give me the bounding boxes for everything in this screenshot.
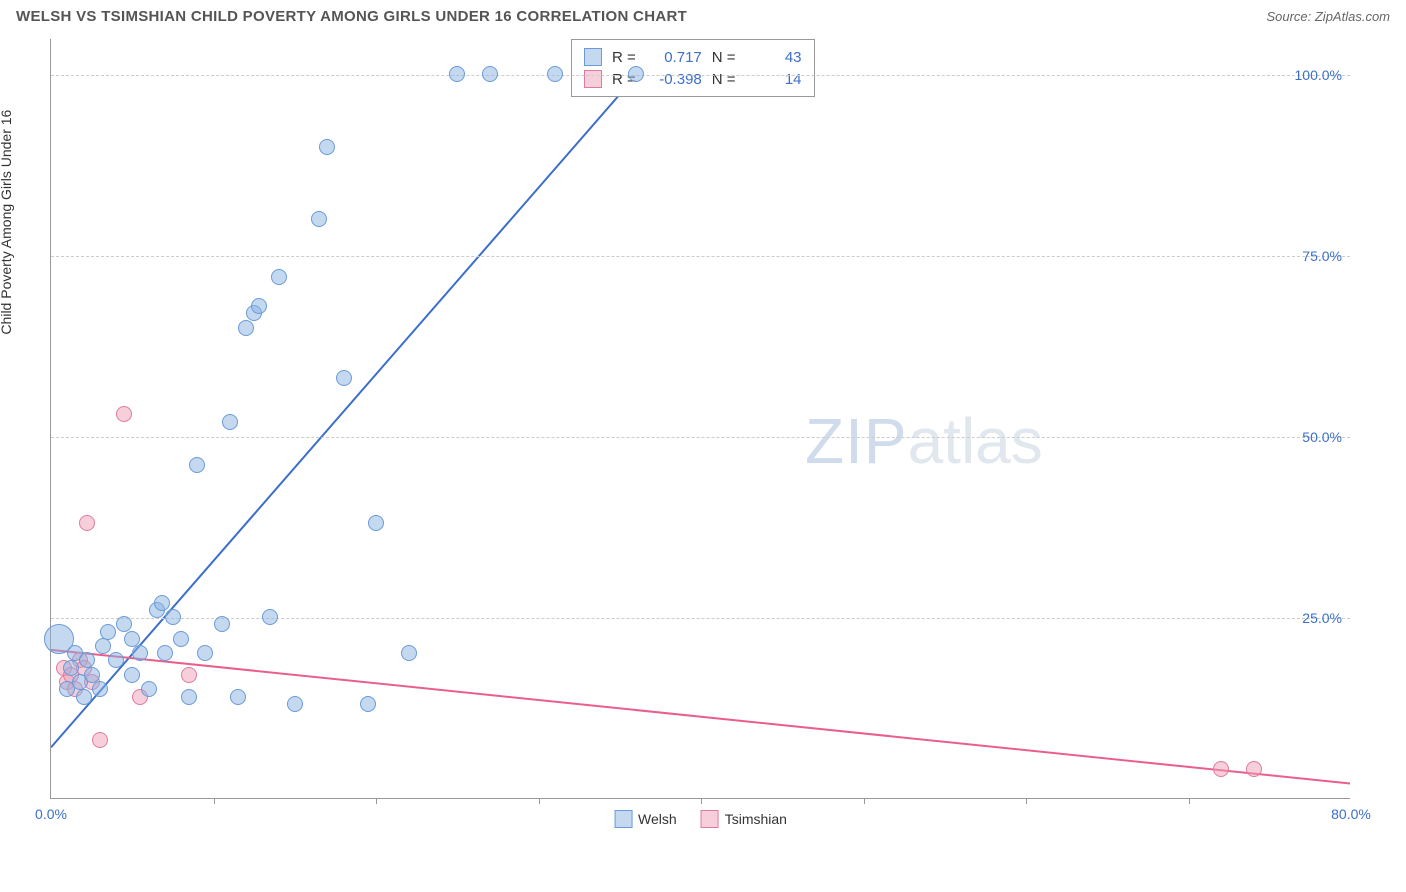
- data-point: [84, 667, 100, 683]
- data-point: [287, 696, 303, 712]
- legend-label-welsh: Welsh: [638, 811, 677, 827]
- swatch-tsimshian: [584, 70, 602, 88]
- trend-lines: [51, 39, 1350, 798]
- data-point: [547, 66, 563, 82]
- watermark-atlas: atlas: [908, 405, 1043, 477]
- stat-r-tsimshian: -0.398: [646, 71, 702, 88]
- data-point: [319, 139, 335, 155]
- data-point: [108, 652, 124, 668]
- gridline: [51, 437, 1350, 438]
- data-point: [181, 667, 197, 683]
- data-point: [271, 269, 287, 285]
- data-point: [100, 624, 116, 640]
- y-tick-label: 50.0%: [1302, 429, 1342, 445]
- stats-row-tsimshian: R = -0.398 N = 14: [584, 68, 802, 90]
- stat-n-tsimshian: 14: [746, 71, 802, 88]
- data-point: [197, 645, 213, 661]
- x-minor-tick: [214, 798, 215, 804]
- x-minor-tick: [864, 798, 865, 804]
- data-point: [449, 66, 465, 82]
- data-point: [116, 406, 132, 422]
- plot-area: ZIPatlas R = 0.717 N = 43 R = -0.398 N =…: [50, 39, 1350, 799]
- x-minor-tick: [376, 798, 377, 804]
- stat-n-label: N =: [712, 71, 736, 88]
- watermark: ZIPatlas: [805, 404, 1043, 478]
- x-tick-label: 80.0%: [1331, 806, 1371, 822]
- legend-item-tsimshian: Tsimshian: [701, 810, 787, 828]
- data-point: [116, 616, 132, 632]
- watermark-zip: ZIP: [805, 405, 908, 477]
- x-minor-tick: [701, 798, 702, 804]
- data-point: [132, 645, 148, 661]
- chart-title: WELSH VS TSIMSHIAN CHILD POVERTY AMONG G…: [16, 8, 687, 25]
- legend-swatch-tsimshian: [701, 810, 719, 828]
- data-point: [124, 667, 140, 683]
- data-point: [76, 689, 92, 705]
- x-minor-tick: [1189, 798, 1190, 804]
- data-point: [336, 370, 352, 386]
- data-point: [311, 211, 327, 227]
- stats-row-welsh: R = 0.717 N = 43: [584, 46, 802, 68]
- legend-item-welsh: Welsh: [614, 810, 677, 828]
- legend-label-tsimshian: Tsimshian: [725, 811, 787, 827]
- data-point: [251, 298, 267, 314]
- data-point: [401, 645, 417, 661]
- legend-swatch-welsh: [614, 810, 632, 828]
- data-point: [124, 631, 140, 647]
- y-tick-label: 100.0%: [1295, 67, 1342, 83]
- data-point: [1246, 761, 1262, 777]
- data-point: [154, 595, 170, 611]
- legend: Welsh Tsimshian: [614, 810, 787, 828]
- data-point: [173, 631, 189, 647]
- data-point: [262, 609, 278, 625]
- y-axis-label: Child Poverty Among Girls Under 16: [0, 110, 14, 335]
- data-point: [1213, 761, 1229, 777]
- y-tick-label: 25.0%: [1302, 610, 1342, 626]
- data-point: [628, 66, 644, 82]
- data-point: [165, 609, 181, 625]
- chart-container: Child Poverty Among Girls Under 16 ZIPat…: [0, 29, 1406, 849]
- stat-n-welsh: 43: [746, 49, 802, 66]
- x-minor-tick: [1026, 798, 1027, 804]
- gridline: [51, 75, 1350, 76]
- chart-header: WELSH VS TSIMSHIAN CHILD POVERTY AMONG G…: [0, 0, 1406, 29]
- swatch-welsh: [584, 48, 602, 66]
- stat-r-label: R =: [612, 49, 636, 66]
- data-point: [95, 638, 111, 654]
- stat-n-label: N =: [712, 49, 736, 66]
- data-point: [482, 66, 498, 82]
- data-point: [92, 681, 108, 697]
- data-point: [368, 515, 384, 531]
- data-point: [189, 457, 205, 473]
- data-point: [181, 689, 197, 705]
- stats-box: R = 0.717 N = 43 R = -0.398 N = 14: [571, 39, 815, 97]
- gridline: [51, 618, 1350, 619]
- data-point: [222, 414, 238, 430]
- data-point: [214, 616, 230, 632]
- data-point: [157, 645, 173, 661]
- data-point: [238, 320, 254, 336]
- data-point: [92, 732, 108, 748]
- gridline: [51, 256, 1350, 257]
- data-point: [141, 681, 157, 697]
- data-point: [79, 515, 95, 531]
- y-tick-label: 75.0%: [1302, 248, 1342, 264]
- stat-r-welsh: 0.717: [646, 49, 702, 66]
- data-point: [230, 689, 246, 705]
- data-point: [63, 660, 79, 676]
- chart-source: Source: ZipAtlas.com: [1266, 9, 1390, 24]
- data-point: [360, 696, 376, 712]
- x-tick-label: 0.0%: [35, 806, 67, 822]
- x-minor-tick: [539, 798, 540, 804]
